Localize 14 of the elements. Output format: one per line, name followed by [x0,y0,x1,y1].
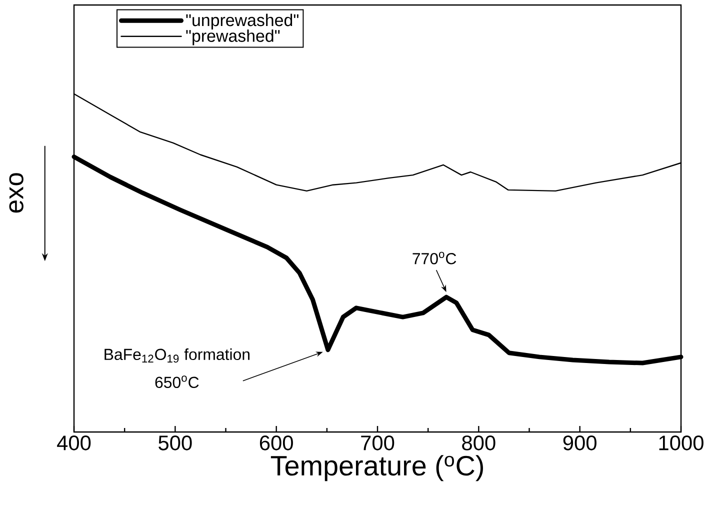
x-tick-label: 500 [158,436,192,450]
x-tick-label: 1000 [659,436,704,450]
x-tick-label: 400 [57,436,91,450]
x-tick-label: 600 [260,436,293,450]
x-tick-label: 800 [462,436,496,450]
y-axis-title: exo [9,173,24,213]
legend-label: "unprewashed" [186,14,298,30]
annotation: 770$^{o}$C [412,252,456,264]
x-tick-label: 900 [563,436,596,450]
x-tick-label: 700 [361,436,394,450]
annotation: 650$^{o}$C [155,376,199,388]
annotation: BaFe$_{12}$O$_{19}$ formation [104,348,250,363]
x-axis-title: Temperature ($^{o}$C) [270,455,483,482]
legend-label: "prewashed" [186,30,280,46]
